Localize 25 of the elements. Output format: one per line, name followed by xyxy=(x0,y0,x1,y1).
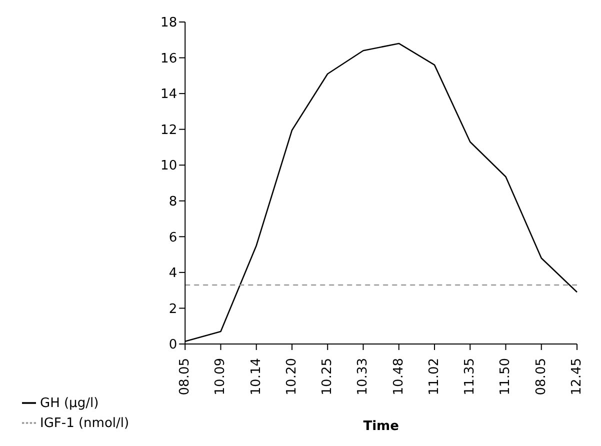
y-tick-label: 12 xyxy=(160,122,178,138)
x-tick-label: 10.48 xyxy=(391,358,406,396)
y-tick-label: 4 xyxy=(168,266,178,282)
legend-label: IGF-1 (nmol/l) xyxy=(40,416,130,431)
x-tick-label: 10.33 xyxy=(356,358,371,396)
x-tick-label: 10.09 xyxy=(213,358,228,396)
y-tick-label: 6 xyxy=(168,230,178,246)
y-tick-label: 0 xyxy=(168,338,178,353)
x-tick-label: 10.20 xyxy=(284,358,300,396)
y-tick-label: 8 xyxy=(168,194,178,210)
x-axis-title: Time xyxy=(363,419,400,434)
y-tick-label: 2 xyxy=(168,302,178,317)
y-tick-label: 16 xyxy=(160,51,178,66)
y-tick-label: 18 xyxy=(160,16,178,31)
y-tick-label: 10 xyxy=(160,158,178,174)
x-tick-label: 11.02 xyxy=(426,358,442,396)
x-tick-label: 08.05 xyxy=(534,358,549,396)
x-tick-label: 11.50 xyxy=(498,358,514,396)
y-tick-label: 14 xyxy=(160,87,178,102)
x-tick-label: 11.35 xyxy=(462,358,478,396)
x-tick-label: 12.45 xyxy=(570,358,584,396)
x-tick-label: 08.05 xyxy=(178,358,193,396)
legend-label: GH (µg/l) xyxy=(40,396,99,411)
x-tick-label: 10.25 xyxy=(320,358,336,396)
x-tick-label: 10.14 xyxy=(248,358,264,396)
